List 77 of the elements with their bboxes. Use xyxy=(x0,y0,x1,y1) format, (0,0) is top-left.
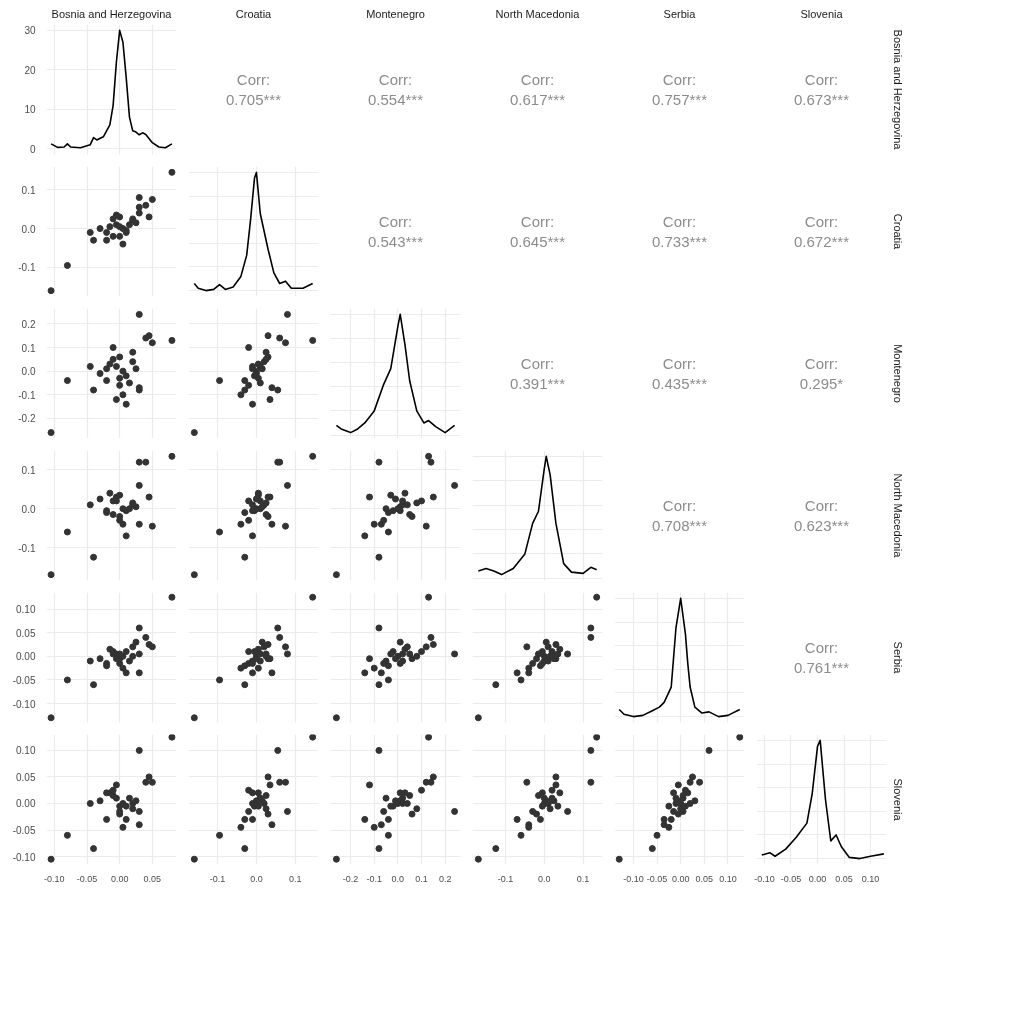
text: Corr: 0.617*** xyxy=(509,70,566,109)
y-tick-label: 10 xyxy=(24,104,36,116)
x-tick-label: 0.0 xyxy=(391,873,405,884)
x-tick-label: 0.1 xyxy=(576,873,590,884)
y-tick-label: 0.1 xyxy=(21,342,36,354)
x-tick-label: -0.10 xyxy=(44,873,65,884)
x-tick-label: -0.2 xyxy=(342,873,359,884)
x-tick-label: -0.1 xyxy=(209,873,226,884)
text: Montenegro xyxy=(366,7,425,20)
text: Corr: 0.435*** xyxy=(651,354,708,393)
y-tick-label: -0.05 xyxy=(12,825,36,837)
x-tick-label: 0.05 xyxy=(695,873,714,884)
y-tick-label: 0.00 xyxy=(16,798,36,810)
x-tick-label: -0.10 xyxy=(623,873,644,884)
y-tick-label: 0.0 xyxy=(21,503,36,515)
y-tick-label: 0.10 xyxy=(16,604,36,616)
text: Corr: 0.705*** xyxy=(225,70,282,109)
y-tick-label: 0 xyxy=(29,143,36,155)
text: Corr: 0.645*** xyxy=(509,212,566,251)
text: Corr: 0.757*** xyxy=(651,70,708,109)
x-tick-label: 0.1 xyxy=(288,873,302,884)
x-tick-label: 0.0 xyxy=(538,873,551,884)
y-tick-label: 20 xyxy=(24,64,36,76)
x-tick-label: -0.10 xyxy=(754,873,775,884)
x-tick-label: 0.2 xyxy=(438,873,452,884)
x-tick-label: 0.10 xyxy=(861,873,880,884)
text: Corr: 0.623*** xyxy=(793,496,850,535)
text: Montenegro xyxy=(891,344,904,403)
y-tick-label: -0.2 xyxy=(18,413,36,425)
text: North Macedonia xyxy=(891,473,904,559)
x-tick-label: 0.1 xyxy=(415,873,428,884)
text: Corr: 0.708*** xyxy=(651,496,708,535)
y-tick-label: 30 xyxy=(24,25,36,37)
x-tick-label: 0.05 xyxy=(835,873,853,884)
y-tick-label: 0.0 xyxy=(21,366,36,378)
text: Corr: 0.391*** xyxy=(509,354,566,393)
y-tick-label: -0.1 xyxy=(18,542,36,554)
text: Corr: 0.761*** xyxy=(793,638,850,677)
y-tick-label: 0.05 xyxy=(16,627,36,639)
y-tick-label: -0.1 xyxy=(18,389,36,401)
text: Corr: 0.733*** xyxy=(651,212,708,251)
y2-axis-title: Slovenia xyxy=(891,778,904,822)
text: Croatia xyxy=(891,213,904,251)
x-tick-label: 0.05 xyxy=(143,873,162,884)
text: Corr: 0.543*** xyxy=(367,212,424,251)
x-tick-label: 0.10 xyxy=(719,873,737,884)
x-tick-label: -0.1 xyxy=(497,873,514,884)
x-tick-label: -0.1 xyxy=(366,873,382,884)
text: Croatia xyxy=(235,7,273,20)
x-tick-label: 0.00 xyxy=(110,873,129,884)
y-tick-label: 0.2 xyxy=(21,318,36,330)
text: Corr: 0.673*** xyxy=(793,70,850,109)
x-tick-label: 0.00 xyxy=(808,873,827,884)
y-tick-label: -0.10 xyxy=(12,851,36,863)
y-tick-label: 0.10 xyxy=(16,745,36,757)
text: Serbia xyxy=(663,7,697,20)
text: Corr: 0.295* xyxy=(799,354,844,393)
y-tick-label: 0.00 xyxy=(16,651,36,663)
text: North Macedonia xyxy=(495,7,581,20)
x-tick-label: -0.05 xyxy=(780,873,802,884)
y-tick-label: 0.1 xyxy=(21,184,36,196)
y-tick-label: -0.1 xyxy=(18,262,36,274)
x-tick-label: 0.0 xyxy=(250,873,263,884)
text: Slovenia xyxy=(800,7,844,20)
text: Bosnia and Herzegovina xyxy=(891,29,904,151)
text: Serbia xyxy=(891,641,904,675)
y-tick-label: -0.10 xyxy=(12,698,36,710)
y-tick-label: -0.05 xyxy=(12,674,36,686)
text: Corr: 0.672*** xyxy=(793,212,850,251)
x-tick-label: -0.05 xyxy=(646,873,668,884)
x-tick-label: -0.05 xyxy=(76,873,98,884)
y-tick-label: 0.05 xyxy=(16,771,36,783)
x-tick-label: 0.00 xyxy=(671,873,690,884)
text: Corr: 0.554*** xyxy=(367,70,424,109)
y-tick-label: 0.0 xyxy=(21,223,36,235)
chart-title: Bosnia and Herzegovina xyxy=(51,7,173,20)
y-tick-label: 0.1 xyxy=(21,464,36,476)
